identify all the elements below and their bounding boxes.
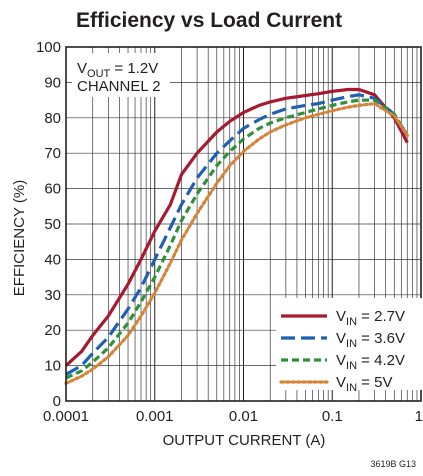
plot-frame <box>65 46 422 402</box>
y-tick-label: 30 <box>44 287 61 304</box>
tick-layer: 0 10 20 30 40 50 60 70 80 90 100 0.0001 0.001 0.01 0.1… <box>36 39 423 425</box>
x-tick-label: 1 <box>415 408 423 425</box>
x-tick-label: 0.1 <box>322 408 343 425</box>
y-tick-label: 50 <box>44 216 61 233</box>
legend-label-3: VIN = 4.2V <box>336 352 405 372</box>
series-line-3 <box>65 98 409 380</box>
series-line-4 <box>64 101 409 385</box>
y-tick-label: 20 <box>44 322 61 339</box>
annotation-box: VOUT = 1.2V CHANNEL 2 <box>72 53 170 97</box>
series-line-1 <box>64 87 409 367</box>
y-axis-label: EFFICIENCY (%) <box>11 180 28 296</box>
legend-label-2: VIN = 3.6V <box>336 330 405 350</box>
y-tick-label: 80 <box>44 110 61 127</box>
legend-background <box>276 298 423 390</box>
annotation-line2: CHANNEL 2 <box>77 78 161 95</box>
series-line-2 <box>65 93 409 376</box>
y-tick-label: 60 <box>44 181 61 198</box>
figure-id: 3619B G13 <box>370 459 416 469</box>
annotation-line1: VOUT = 1.2V <box>77 60 158 80</box>
x-tick-label: 0.0001 <box>43 408 89 425</box>
legend-label-4: VIN = 5V <box>336 374 392 394</box>
annotation-background <box>72 53 170 97</box>
y-tick-label: 90 <box>44 74 61 91</box>
y-tick-label: 10 <box>44 358 61 375</box>
y-tick-label: 70 <box>44 145 61 162</box>
x-tick-label: 0.01 <box>229 408 258 425</box>
y-tick-label: 40 <box>44 251 61 268</box>
x-axis-label: OUTPUT CURRENT (A) <box>163 432 326 449</box>
y-tick-label: 100 <box>36 39 61 56</box>
chart-title: Efficiency vs Load Current <box>76 9 342 32</box>
x-tick-label: 0.001 <box>136 408 174 425</box>
series-layer <box>64 87 409 385</box>
y-tick-label: 0 <box>53 393 61 410</box>
legend-label-1: VIN = 2.7V <box>336 308 405 328</box>
